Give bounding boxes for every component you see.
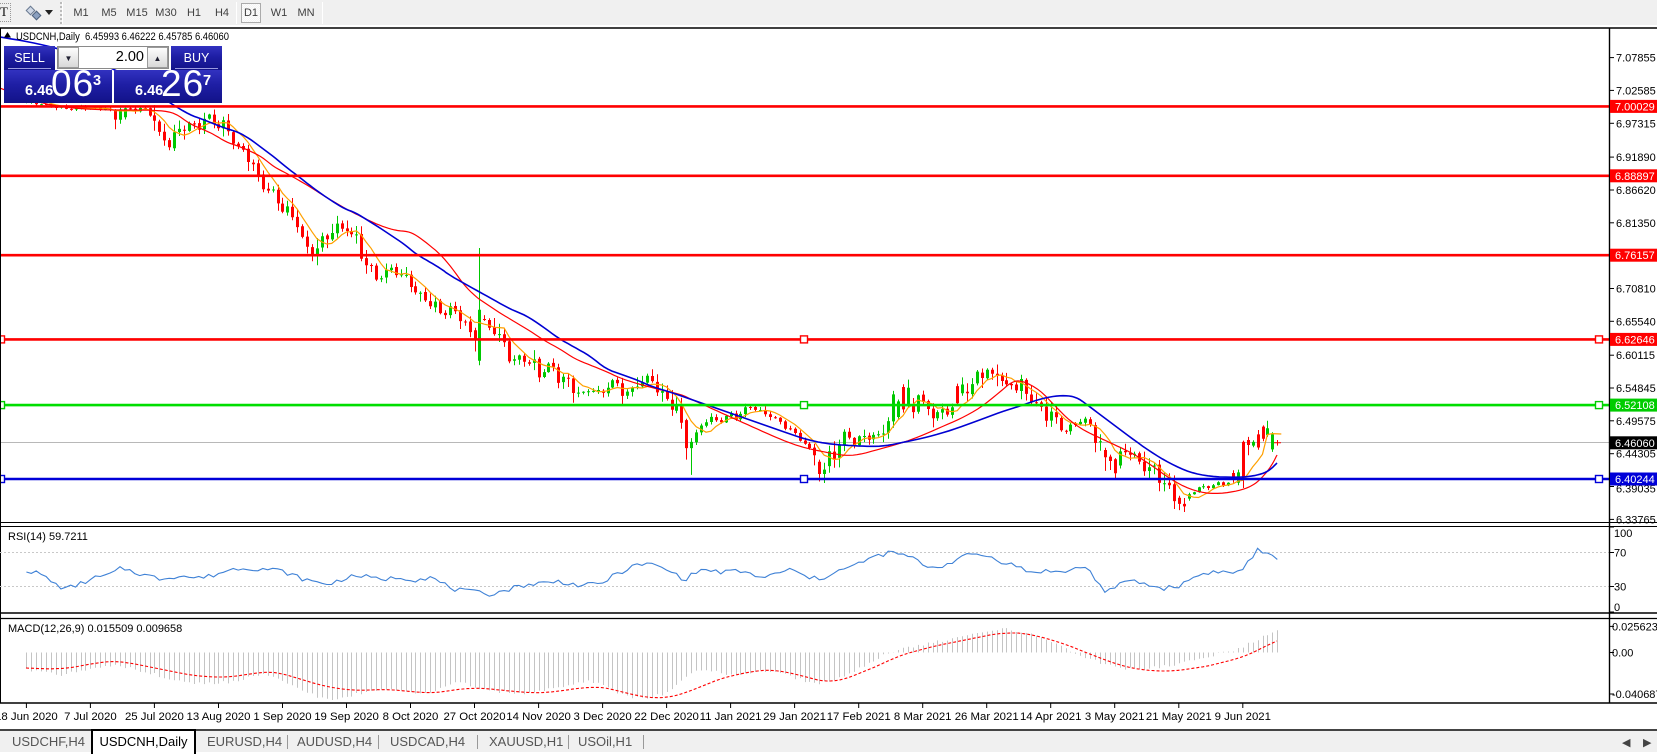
svg-text:9 Jun 2021: 9 Jun 2021: [1215, 711, 1271, 723]
svg-text:6.65540: 6.65540: [1616, 316, 1656, 328]
svg-text:6.76157: 6.76157: [1615, 250, 1655, 262]
svg-text:8 Oct 2020: 8 Oct 2020: [383, 711, 439, 723]
svg-text:11 Jan 2021: 11 Jan 2021: [700, 711, 762, 723]
svg-text:3 May 2021: 3 May 2021: [1085, 711, 1145, 723]
svg-text:29 Jan 2021: 29 Jan 2021: [763, 711, 826, 723]
svg-text:RSI(14) 59.7211: RSI(14) 59.7211: [8, 531, 88, 543]
svg-text:6.54845: 6.54845: [1616, 383, 1656, 395]
svg-text:6.91890: 6.91890: [1616, 152, 1656, 164]
svg-text:6.49575: 6.49575: [1616, 416, 1656, 428]
svg-text:14 Apr 2021: 14 Apr 2021: [1020, 711, 1081, 723]
svg-text:3 Dec 2020: 3 Dec 2020: [573, 711, 631, 723]
svg-text:0: 0: [1614, 602, 1620, 614]
svg-text:6.39035: 6.39035: [1616, 484, 1656, 496]
svg-text:MACD(12,26,9) 0.015509 0.00965: MACD(12,26,9) 0.015509 0.009658: [8, 623, 182, 635]
svg-text:7 Jul 2020: 7 Jul 2020: [64, 711, 117, 723]
svg-text:6.62646: 6.62646: [1615, 334, 1655, 346]
svg-text:7.07855: 7.07855: [1616, 53, 1656, 65]
svg-text:7.00029: 7.00029: [1615, 101, 1655, 113]
svg-text:1 Sep 2020: 1 Sep 2020: [253, 711, 311, 723]
svg-text:14 Nov 2020: 14 Nov 2020: [506, 711, 571, 723]
svg-text:6.88897: 6.88897: [1615, 171, 1655, 183]
svg-text:17 Feb 2021: 17 Feb 2021: [827, 711, 891, 723]
svg-text:26 Mar 2021: 26 Mar 2021: [955, 711, 1019, 723]
svg-text:21 May 2021: 21 May 2021: [1146, 711, 1212, 723]
svg-text:18 Jun 2020: 18 Jun 2020: [0, 711, 58, 723]
svg-text:6.81350: 6.81350: [1616, 218, 1656, 230]
svg-text:30: 30: [1614, 582, 1626, 594]
svg-text:6.86620: 6.86620: [1616, 185, 1656, 197]
svg-text:6.44305: 6.44305: [1616, 449, 1656, 461]
svg-text:6.70810: 6.70810: [1616, 284, 1656, 296]
svg-text:7.02585: 7.02585: [1616, 85, 1656, 97]
svg-text:70: 70: [1614, 548, 1626, 560]
svg-text:-0.040687: -0.040687: [1612, 689, 1657, 701]
svg-text:25 Jul 2020: 25 Jul 2020: [125, 711, 184, 723]
svg-text:22 Dec 2020: 22 Dec 2020: [634, 711, 699, 723]
svg-text:USDCNH,Daily 6.45993 6.46222: USDCNH,Daily 6.45993 6.46222 6.45785 6.4…: [16, 31, 229, 43]
svg-text:6.33765: 6.33765: [1616, 514, 1656, 526]
svg-text:19 Sep 2020: 19 Sep 2020: [314, 711, 379, 723]
svg-text:6.60115: 6.60115: [1616, 350, 1655, 362]
svg-text:100: 100: [1614, 528, 1632, 540]
svg-text:6.52108: 6.52108: [1615, 400, 1655, 412]
svg-text:6.40244: 6.40244: [1615, 474, 1655, 486]
svg-text:0.00: 0.00: [1612, 648, 1633, 660]
svg-text:0.025623: 0.025623: [1612, 621, 1657, 633]
svg-text:6.46060: 6.46060: [1615, 438, 1655, 450]
svg-text:8 Mar 2021: 8 Mar 2021: [894, 711, 952, 723]
svg-text:6.97315: 6.97315: [1616, 118, 1656, 130]
svg-text:13 Aug 2020: 13 Aug 2020: [187, 711, 251, 723]
svg-text:27 Oct 2020: 27 Oct 2020: [443, 711, 505, 723]
